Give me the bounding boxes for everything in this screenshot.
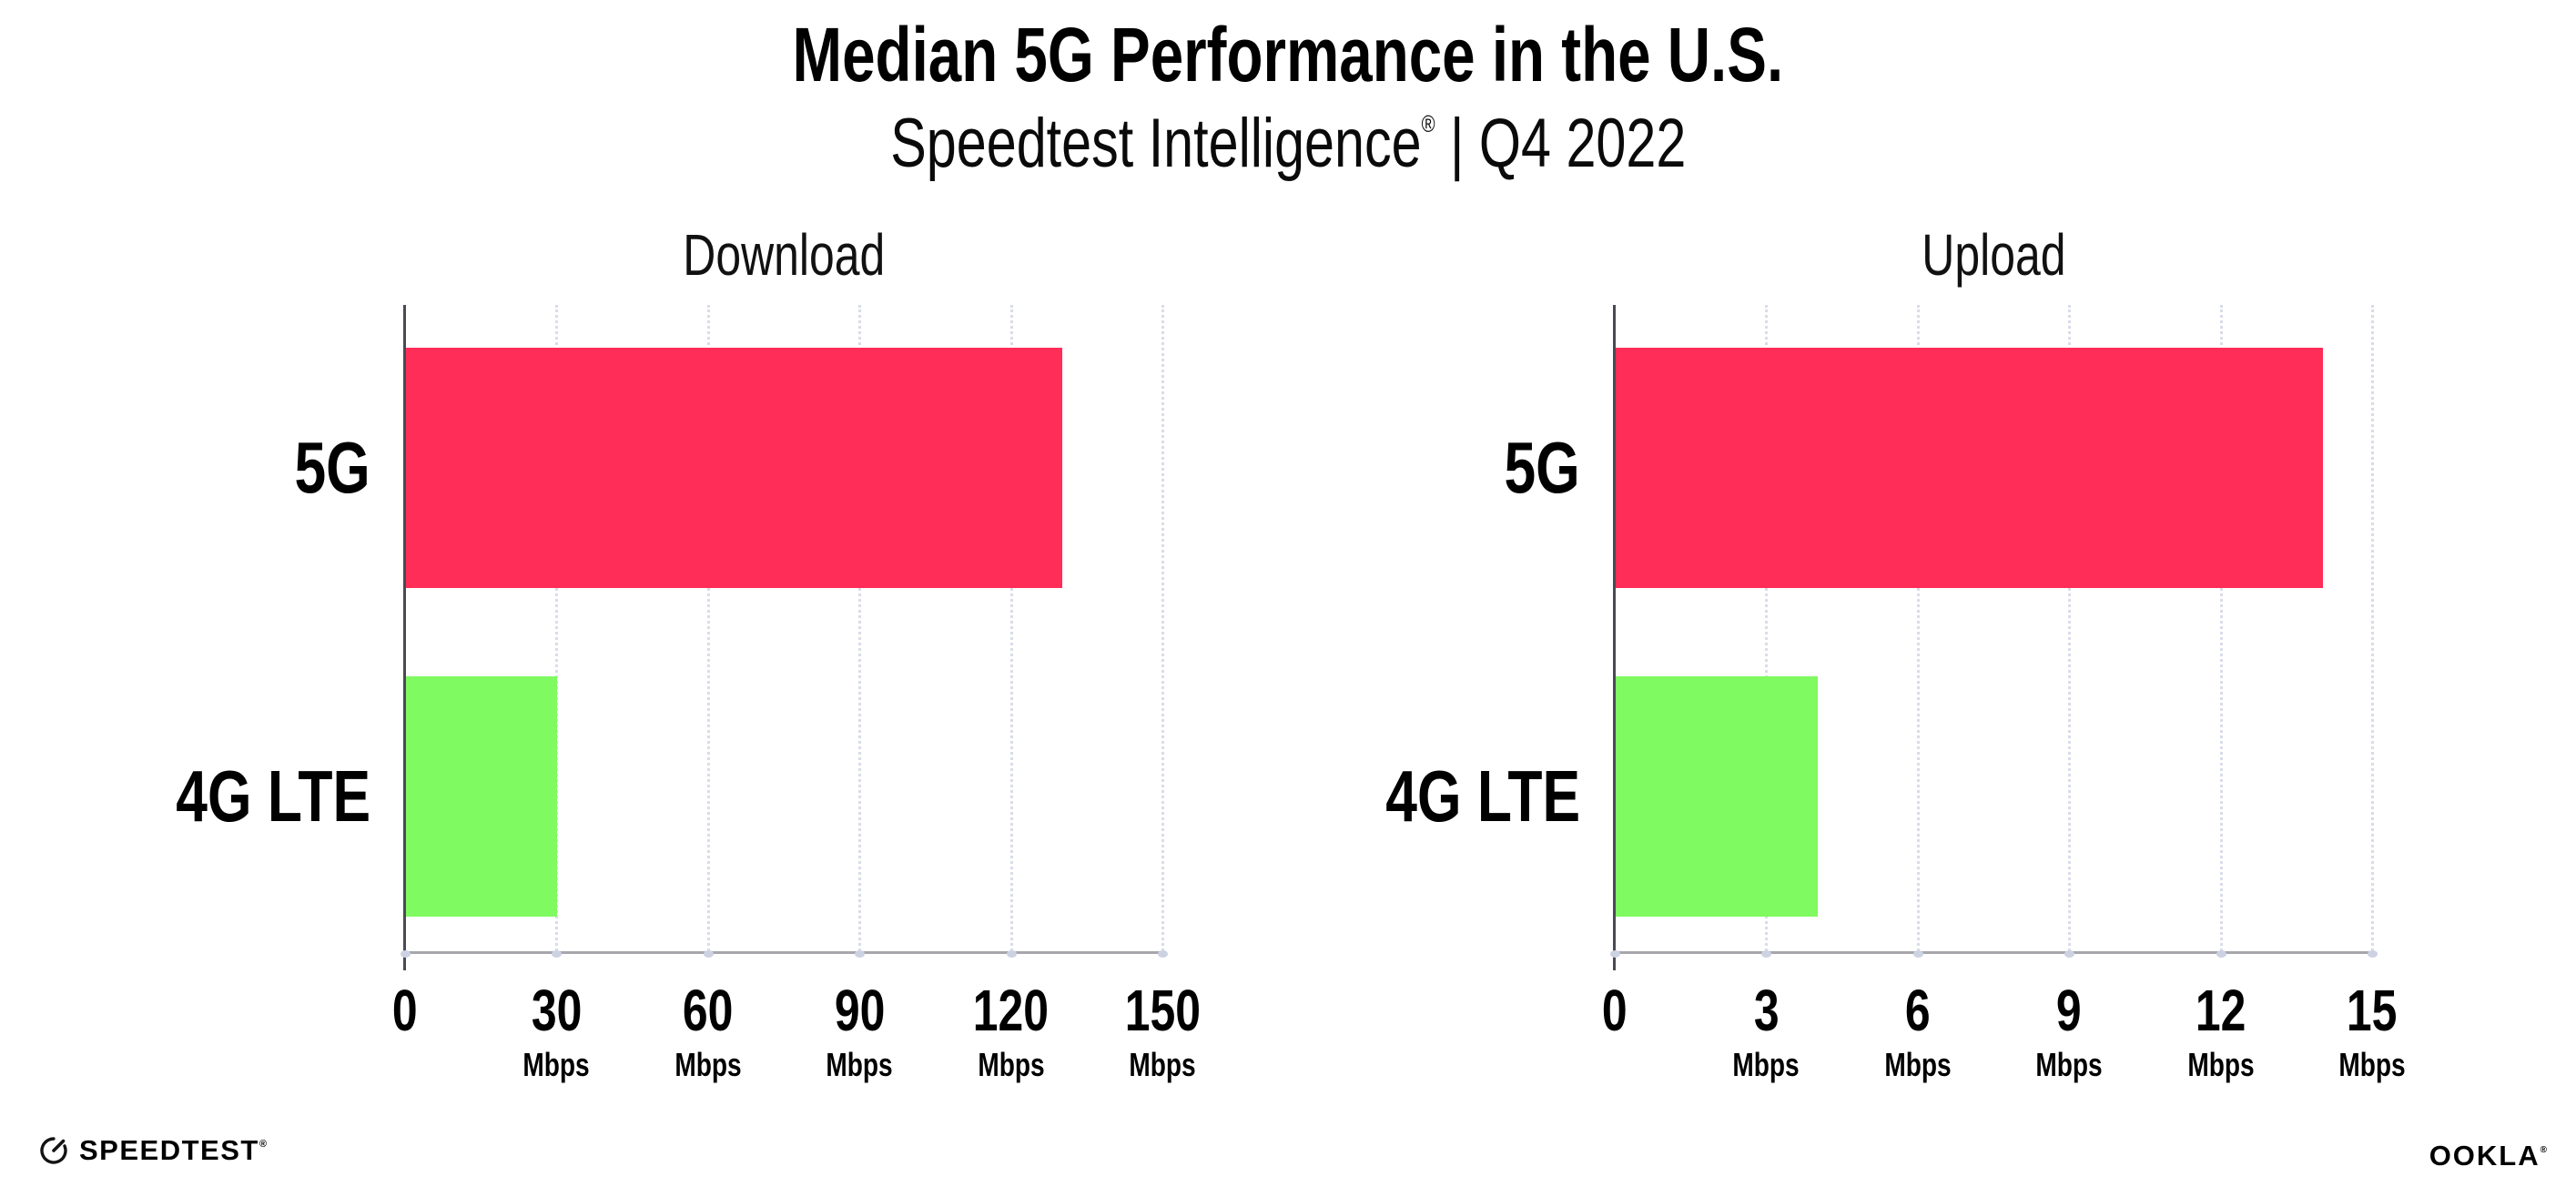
axis-tick-dot <box>2064 950 2075 958</box>
ookla-logo: OOKLA® <box>2429 1141 2547 1170</box>
x-tick-value: 3 <box>1753 978 1780 1043</box>
category-label-4g-lte: 4G LTE <box>176 755 370 837</box>
x-tick-value: 60 <box>683 978 734 1043</box>
x-tick-unit: Mbps <box>1732 1046 1800 1083</box>
y-axis-line <box>1613 305 1616 971</box>
x-tick-unit: Mbps <box>1129 1046 1196 1083</box>
x-tick-unit: Mbps <box>674 1046 742 1083</box>
axis-tick-dot <box>1912 950 1923 958</box>
registered-mark: ® <box>259 1138 267 1150</box>
gridline-120-mbps <box>1009 305 1013 951</box>
x-tick-12: 12 Mbps <box>2121 981 2321 1081</box>
download-chart-title: Download <box>682 222 886 288</box>
upload-chart-title: Upload <box>1921 222 2066 288</box>
x-tick-value: 12 <box>2195 978 2246 1043</box>
gridline-150-mbps <box>1161 305 1164 951</box>
x-tick-unit: Mbps <box>977 1046 1045 1083</box>
gridline-30-mbps <box>555 305 559 951</box>
x-tick-value: 150 <box>1124 978 1201 1043</box>
x-tick-value: 120 <box>972 978 1050 1043</box>
x-tick-value: 15 <box>2347 978 2398 1043</box>
bar-4g-lte <box>1616 675 1818 917</box>
x-axis-line <box>405 951 1165 954</box>
axis-tick-dot <box>1761 950 1772 958</box>
gridline-6-mbps <box>1916 305 1920 951</box>
x-tick-150: 150 Mbps <box>1062 981 1263 1081</box>
gridline-3-mbps <box>1765 305 1769 951</box>
gridline-12-mbps <box>2219 305 2223 951</box>
plot-area <box>401 305 1168 971</box>
bar-4g-lte <box>406 675 558 917</box>
axis-tick-dot <box>1610 950 1620 958</box>
category-label-5g: 5G <box>294 426 370 508</box>
x-tick-6: 6 Mbps <box>1818 981 2018 1081</box>
download-chart-panel: Download 0 30 Mbps 60 Mbps 90 Mbps 120 Mbps 150 Mb… <box>59 209 1200 1129</box>
x-tick-value: 0 <box>392 978 418 1043</box>
x-tick-3: 3 Mbps <box>1666 981 1866 1081</box>
ookla-wordmark: OOKLA <box>2429 1140 2541 1172</box>
speedtest-gauge-icon <box>40 1137 67 1164</box>
x-tick-value: 9 <box>2056 978 2083 1043</box>
axis-tick-dot <box>1006 950 1017 958</box>
x-tick-unit: Mbps <box>522 1046 591 1083</box>
x-tick-unit: Mbps <box>2035 1046 2103 1083</box>
category-label-5g: 5G <box>1504 426 1580 508</box>
x-tick-0: 0 <box>305 981 505 1040</box>
x-tick-value: 6 <box>1904 978 1931 1043</box>
x-tick-value: 90 <box>834 978 885 1043</box>
x-tick-30: 30 Mbps <box>456 981 656 1081</box>
axis-tick-dot <box>703 950 714 958</box>
x-tick-60: 60 Mbps <box>608 981 808 1081</box>
x-tick-90: 90 Mbps <box>759 981 959 1081</box>
x-tick-0: 0 <box>1515 981 1715 1040</box>
y-axis-line <box>403 305 406 971</box>
registered-mark: ® <box>2540 1145 2547 1155</box>
speedtest-wordmark: SPEEDTEST® <box>79 1133 267 1166</box>
x-tick-unit: Mbps <box>826 1046 893 1083</box>
axis-tick-dot <box>2368 950 2378 958</box>
x-tick-120: 120 Mbps <box>911 981 1111 1081</box>
axis-tick-dot <box>2216 950 2226 958</box>
axis-tick-dot <box>552 950 563 958</box>
upload-chart-panel: Upload 0 3 Mbps 6 Mbps 9 Mbps 12 Mbps 15 Mbps 5G 4G … <box>1269 209 2405 1129</box>
x-axis-line <box>1615 951 2375 954</box>
subtitle-period: | Q4 2022 <box>1435 104 1687 182</box>
page-title: Median 5G Performance in the U.S. <box>792 12 1784 97</box>
bar-5g <box>1616 348 2323 588</box>
x-tick-9: 9 Mbps <box>1969 981 2169 1081</box>
gridline-9-mbps <box>2068 305 2072 951</box>
gridline-15-mbps <box>2371 305 2374 951</box>
plot-area <box>1610 305 2378 971</box>
axis-tick-dot <box>855 950 866 958</box>
axis-tick-dot <box>1158 950 1168 958</box>
registered-mark: ® <box>1421 109 1435 137</box>
page-subtitle: Speedtest Intelligence® | Q4 2022 <box>0 107 2576 180</box>
bar-5g <box>406 348 1063 588</box>
axis-tick-dot <box>401 950 411 958</box>
x-tick-value: 0 <box>1602 978 1628 1043</box>
x-tick-unit: Mbps <box>1884 1046 1952 1083</box>
subtitle-brand: Speedtest Intelligence <box>889 104 1422 182</box>
x-tick-unit: Mbps <box>2186 1046 2255 1083</box>
gridline-90-mbps <box>858 305 862 951</box>
speedtest-logo: SPEEDTEST® <box>38 1134 267 1165</box>
x-tick-value: 30 <box>531 978 583 1043</box>
x-tick-unit: Mbps <box>2338 1046 2406 1083</box>
category-label-4g-lte: 4G LTE <box>1385 755 1580 837</box>
x-tick-15: 15 Mbps <box>2272 981 2472 1081</box>
gridline-60-mbps <box>706 305 710 951</box>
chart-header: Median 5G Performance in the U.S. Speedt… <box>0 12 2576 180</box>
